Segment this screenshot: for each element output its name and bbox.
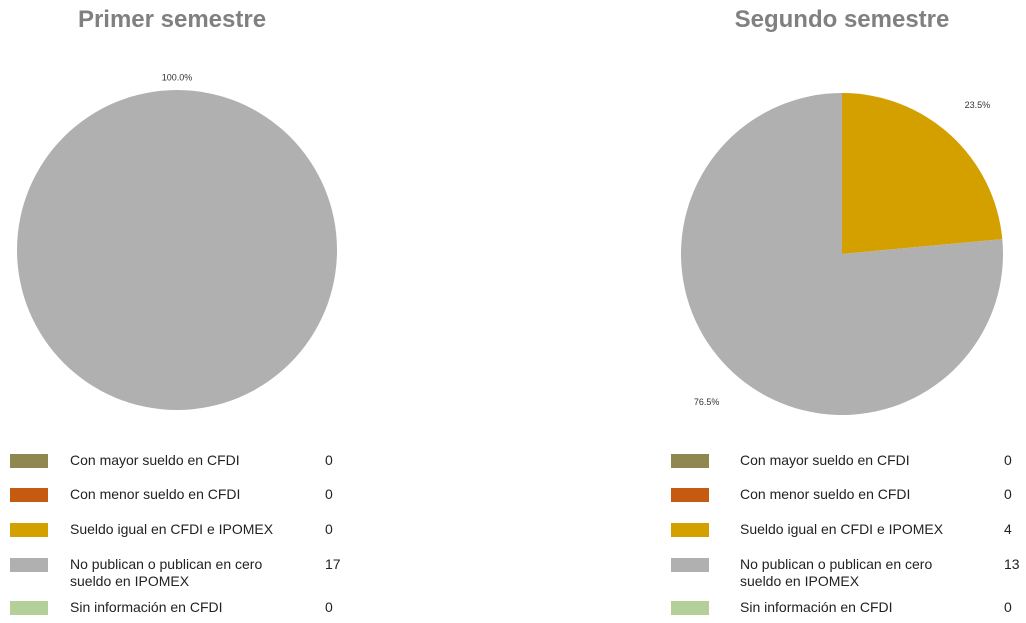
legend-value: 0 — [1004, 486, 1012, 502]
legend-label: Sueldo igual en CFDI e IPOMEX — [740, 521, 944, 537]
chart-panel: Segundo semestre 23.5% 76.5% Con mayor suel… — [513, 0, 1026, 623]
legend-swatch — [671, 523, 709, 537]
legend-swatch — [10, 454, 48, 468]
pie-slice — [681, 93, 1003, 415]
percent-label: 100.0% — [162, 72, 193, 82]
chart-title: Segundo semestre — [734, 6, 950, 33]
legend-swatch — [10, 523, 48, 537]
legend-value: 17 — [325, 556, 341, 572]
legend-value: 0 — [325, 599, 333, 615]
legend-value: 0 — [325, 521, 333, 537]
legend-value: 0 — [1004, 599, 1012, 615]
legend-value: 13 — [1004, 556, 1020, 572]
legend-label: Sin información en CFDI — [70, 599, 223, 615]
legend-value: 0 — [325, 452, 333, 468]
legend-label: Con menor sueldo en CFDI — [70, 486, 241, 502]
pie: 23.5% 76.5% — [681, 93, 1003, 415]
legend-label: No publican o publican en cero sueldo en… — [740, 556, 933, 589]
legend-value: 4 — [1004, 521, 1012, 537]
legend-swatch — [10, 601, 48, 615]
pie-slice — [842, 93, 1003, 254]
pie-slice — [17, 90, 337, 410]
pie: 100.0% — [17, 72, 337, 410]
chart-panel: Primer semestre 100.0% Con mayor sueldo en… — [10, 6, 341, 615]
legend-swatch — [671, 488, 709, 502]
legend-swatch — [10, 488, 48, 502]
percent-label: 76.5% — [694, 397, 720, 407]
legend-label: No publican o publican en cero sueldo en… — [70, 556, 263, 589]
legend-label: Sin información en CFDI — [740, 599, 893, 615]
legend-label: Sueldo igual en CFDI e IPOMEX — [70, 521, 274, 537]
legend-value: 0 — [325, 486, 333, 502]
percent-label: 23.5% — [965, 100, 991, 110]
legend-swatch — [671, 601, 709, 615]
chart-title: Primer semestre — [77, 6, 267, 33]
legend-swatch — [10, 558, 48, 572]
legend-value: 0 — [1004, 452, 1012, 468]
legend-swatch — [671, 558, 709, 572]
legend-swatch — [671, 454, 709, 468]
legend-label: Con mayor sueldo en CFDI — [740, 452, 910, 468]
legend-label: Con menor sueldo en CFDI — [740, 486, 911, 502]
legend-label: Con mayor sueldo en CFDI — [70, 452, 240, 468]
